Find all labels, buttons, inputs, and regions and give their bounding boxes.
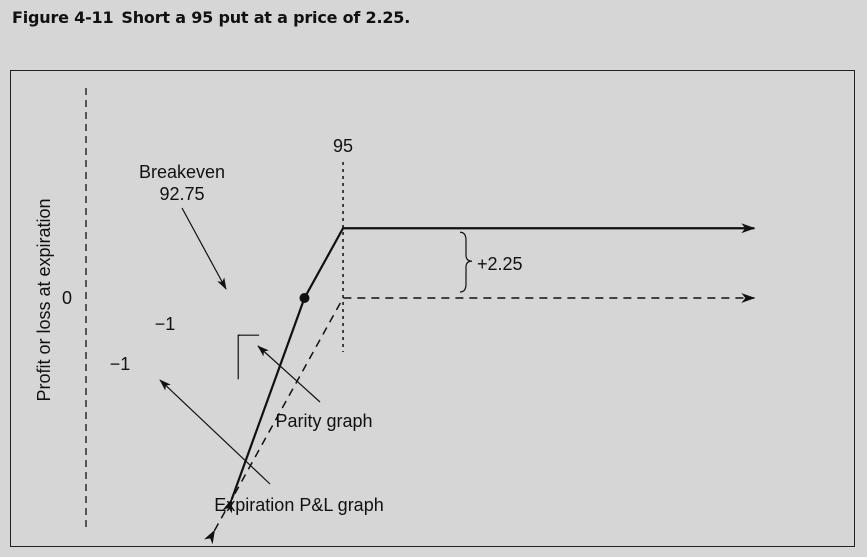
slope-run-label: −1: [155, 314, 176, 334]
breakeven-point: [299, 293, 310, 303]
expiration-graph-label: Expiration P&L graph: [214, 495, 383, 515]
parity-graph-line: [203, 293, 756, 545]
y-axis-label: Profit or loss at expiration: [34, 198, 54, 401]
slope-rise-label: −1: [110, 354, 131, 374]
expiration-leader: [159, 379, 271, 485]
figure-caption: Short a 95 put at a price of 2.25.: [121, 8, 411, 27]
breakeven-label: Breakeven: [139, 162, 225, 182]
figure-number: Figure 4-11: [12, 8, 114, 27]
premium-label: +2.25: [477, 254, 523, 274]
premium-brace: [459, 231, 473, 293]
slope-triangle: [237, 334, 241, 380]
breakeven-value: 92.75: [159, 184, 204, 204]
zero-label: 0: [62, 288, 72, 308]
parity-graph-label: Parity graph: [275, 411, 372, 431]
breakeven-leader: [181, 207, 227, 290]
parity-leader: [257, 345, 321, 403]
strike-label: 95: [333, 136, 353, 156]
figure-title: Figure 4-11 Short a 95 put at a price of …: [12, 8, 410, 27]
